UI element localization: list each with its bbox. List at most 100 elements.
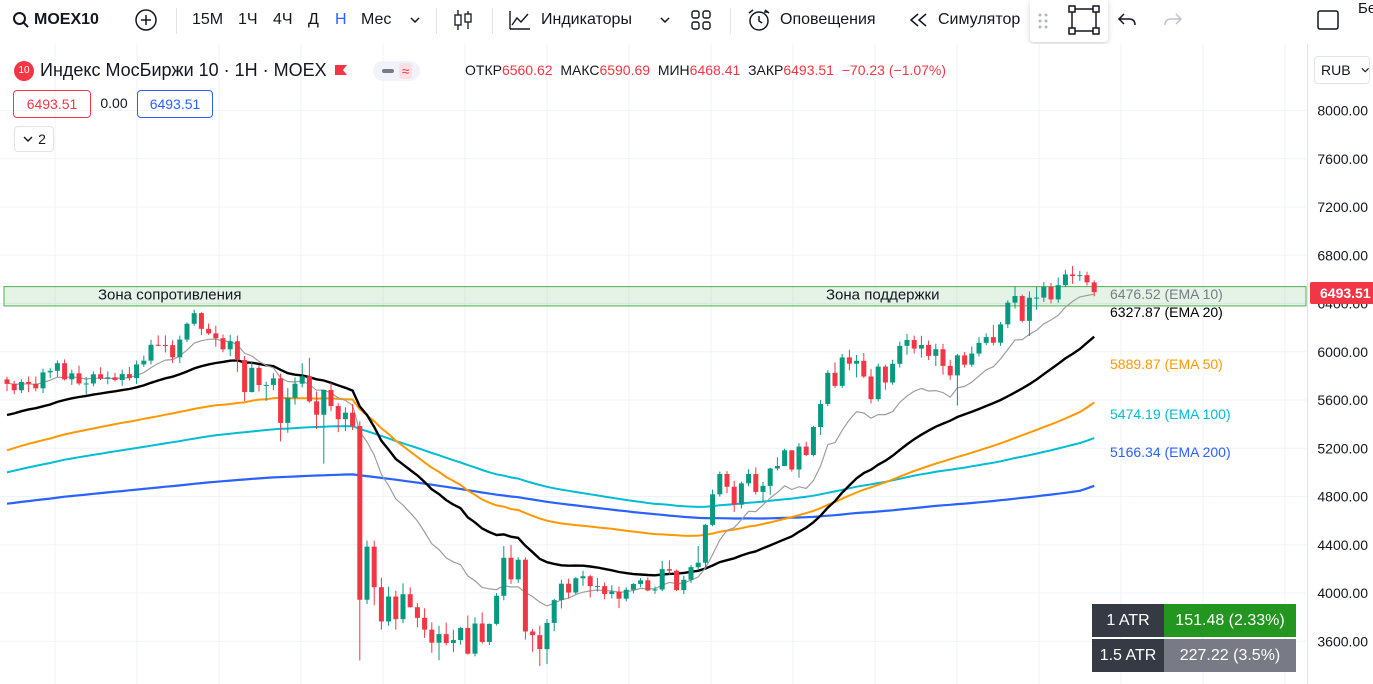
interval-15m[interactable]: 15М — [192, 11, 224, 28]
candle — [710, 489, 716, 527]
chart-type-button[interactable] — [452, 0, 474, 40]
last-price-marker: 6493.51 — [1310, 282, 1373, 304]
symbol-logo: 10 — [14, 60, 34, 81]
candle — [645, 577, 651, 592]
candle — [299, 363, 305, 388]
ema-value-labels: 6476.52 (EMA 10) 6327.87 (EMA 20) 5889.87 … — [1110, 286, 1231, 460]
candle — [321, 389, 327, 464]
ema-line-ema20 — [6, 335, 1095, 577]
candle — [530, 628, 536, 652]
candle — [918, 335, 924, 358]
ask-price-button[interactable]: 6493.51 — [137, 90, 213, 118]
candle — [911, 335, 917, 354]
candle — [62, 359, 68, 381]
interval-week[interactable]: Н — [335, 11, 347, 28]
indicators-dropdown[interactable] — [658, 0, 672, 40]
chevron-down-icon — [1361, 67, 1369, 73]
price-axis[interactable]: 8000.007600.007200.006800.006400.006000.… — [1307, 44, 1373, 684]
y-tick-label: 5600.00 — [1317, 392, 1368, 408]
y-tick-label: 6000.00 — [1317, 344, 1368, 360]
symbol-legend[interactable]: 10 Индекс МосБиржи 10 · 1H · MOEX ≈ — [14, 60, 421, 81]
candle — [1077, 270, 1083, 281]
candle — [1055, 277, 1061, 303]
candle — [479, 612, 485, 644]
candle — [278, 373, 284, 442]
ema-label: 5166.34 (EMA 200) — [1110, 444, 1231, 460]
candle — [659, 560, 665, 592]
candle — [191, 309, 197, 326]
candle — [666, 560, 672, 575]
top-toolbar: MOEX10 15М 1Ч 4Ч Д Н Мес Индикаторы Опов… — [0, 0, 1373, 45]
collapse-indicators-button[interactable]: 2 — [14, 126, 54, 152]
price-chart[interactable]: Зона сопротивления Зона поддержки 8000.00… — [0, 44, 1373, 684]
candle — [933, 343, 939, 366]
candle — [962, 351, 968, 368]
ema-label: 5889.87 (EMA 50) — [1110, 356, 1223, 372]
candle — [335, 403, 341, 433]
chevron-down-icon — [23, 136, 33, 142]
candle — [724, 471, 730, 494]
candle — [33, 376, 39, 392]
candle — [26, 376, 32, 393]
interval-1h[interactable]: 1Ч — [238, 11, 258, 28]
ema-line-ema10 — [6, 293, 1095, 607]
currency-selector[interactable]: RUB — [1314, 56, 1370, 84]
candle — [774, 457, 780, 471]
candle — [616, 586, 622, 609]
candle — [40, 368, 46, 394]
candle — [940, 343, 946, 375]
candle — [47, 368, 53, 379]
replay-button[interactable]: Симулятор — [908, 0, 1020, 40]
candle — [969, 346, 975, 367]
layouts-button[interactable] — [690, 0, 712, 40]
atr-label: 1.5 ATR — [1092, 639, 1164, 672]
candle — [688, 564, 694, 584]
flag-icon[interactable] — [333, 63, 349, 79]
undo-button[interactable] — [1116, 0, 1138, 40]
zone-label: Зона сопротивления — [98, 287, 241, 304]
interval-day[interactable]: Д — [308, 11, 319, 28]
atr-row-2: 1.5 ATR 227.22 (3.5%) — [1092, 639, 1296, 672]
chevron-down-icon — [410, 17, 420, 24]
ema-label: 6476.52 (EMA 10) — [1110, 286, 1223, 302]
candle — [1012, 286, 1018, 309]
candle — [839, 353, 845, 389]
candle — [954, 354, 960, 406]
candle — [947, 359, 953, 380]
market-status-pill[interactable]: ≈ — [372, 60, 421, 81]
candle — [594, 578, 600, 592]
redo-button[interactable] — [1162, 0, 1184, 40]
candle — [515, 557, 521, 583]
candles-layer — [4, 265, 1097, 667]
candle — [1005, 300, 1011, 329]
interval-month[interactable]: Мес — [361, 11, 392, 28]
candle — [695, 545, 701, 571]
drag-handle-icon[interactable] — [1038, 12, 1048, 30]
zones-layer: Зона сопротивления Зона поддержки — [3, 286, 1307, 307]
candle — [69, 369, 75, 385]
candle — [868, 369, 874, 404]
candle — [652, 586, 658, 594]
intervals-dropdown[interactable] — [408, 0, 422, 40]
candle — [213, 325, 219, 347]
candle — [443, 622, 449, 646]
bid-price-button[interactable]: 6493.51 — [13, 90, 91, 118]
candle — [854, 354, 860, 378]
candle — [789, 450, 795, 472]
indicators-button[interactable]: Индикаторы — [508, 0, 632, 40]
compare-button[interactable] — [134, 0, 158, 40]
interval-4h[interactable]: 4Ч — [273, 11, 293, 28]
candle — [738, 481, 744, 509]
candle — [681, 575, 687, 595]
symbol-search-button[interactable]: MOEX10 — [12, 0, 99, 40]
candle — [227, 334, 233, 357]
add-circle-icon — [135, 9, 157, 31]
candle — [249, 361, 255, 393]
fullscreen-icon[interactable] — [1068, 5, 1100, 35]
chevron-down-icon — [660, 17, 670, 24]
candle — [573, 576, 579, 595]
candle — [623, 587, 629, 602]
save-layout-button[interactable] — [1316, 0, 1340, 40]
grid-layout-icon — [691, 10, 711, 30]
alerts-button[interactable]: Оповещения — [746, 0, 876, 40]
